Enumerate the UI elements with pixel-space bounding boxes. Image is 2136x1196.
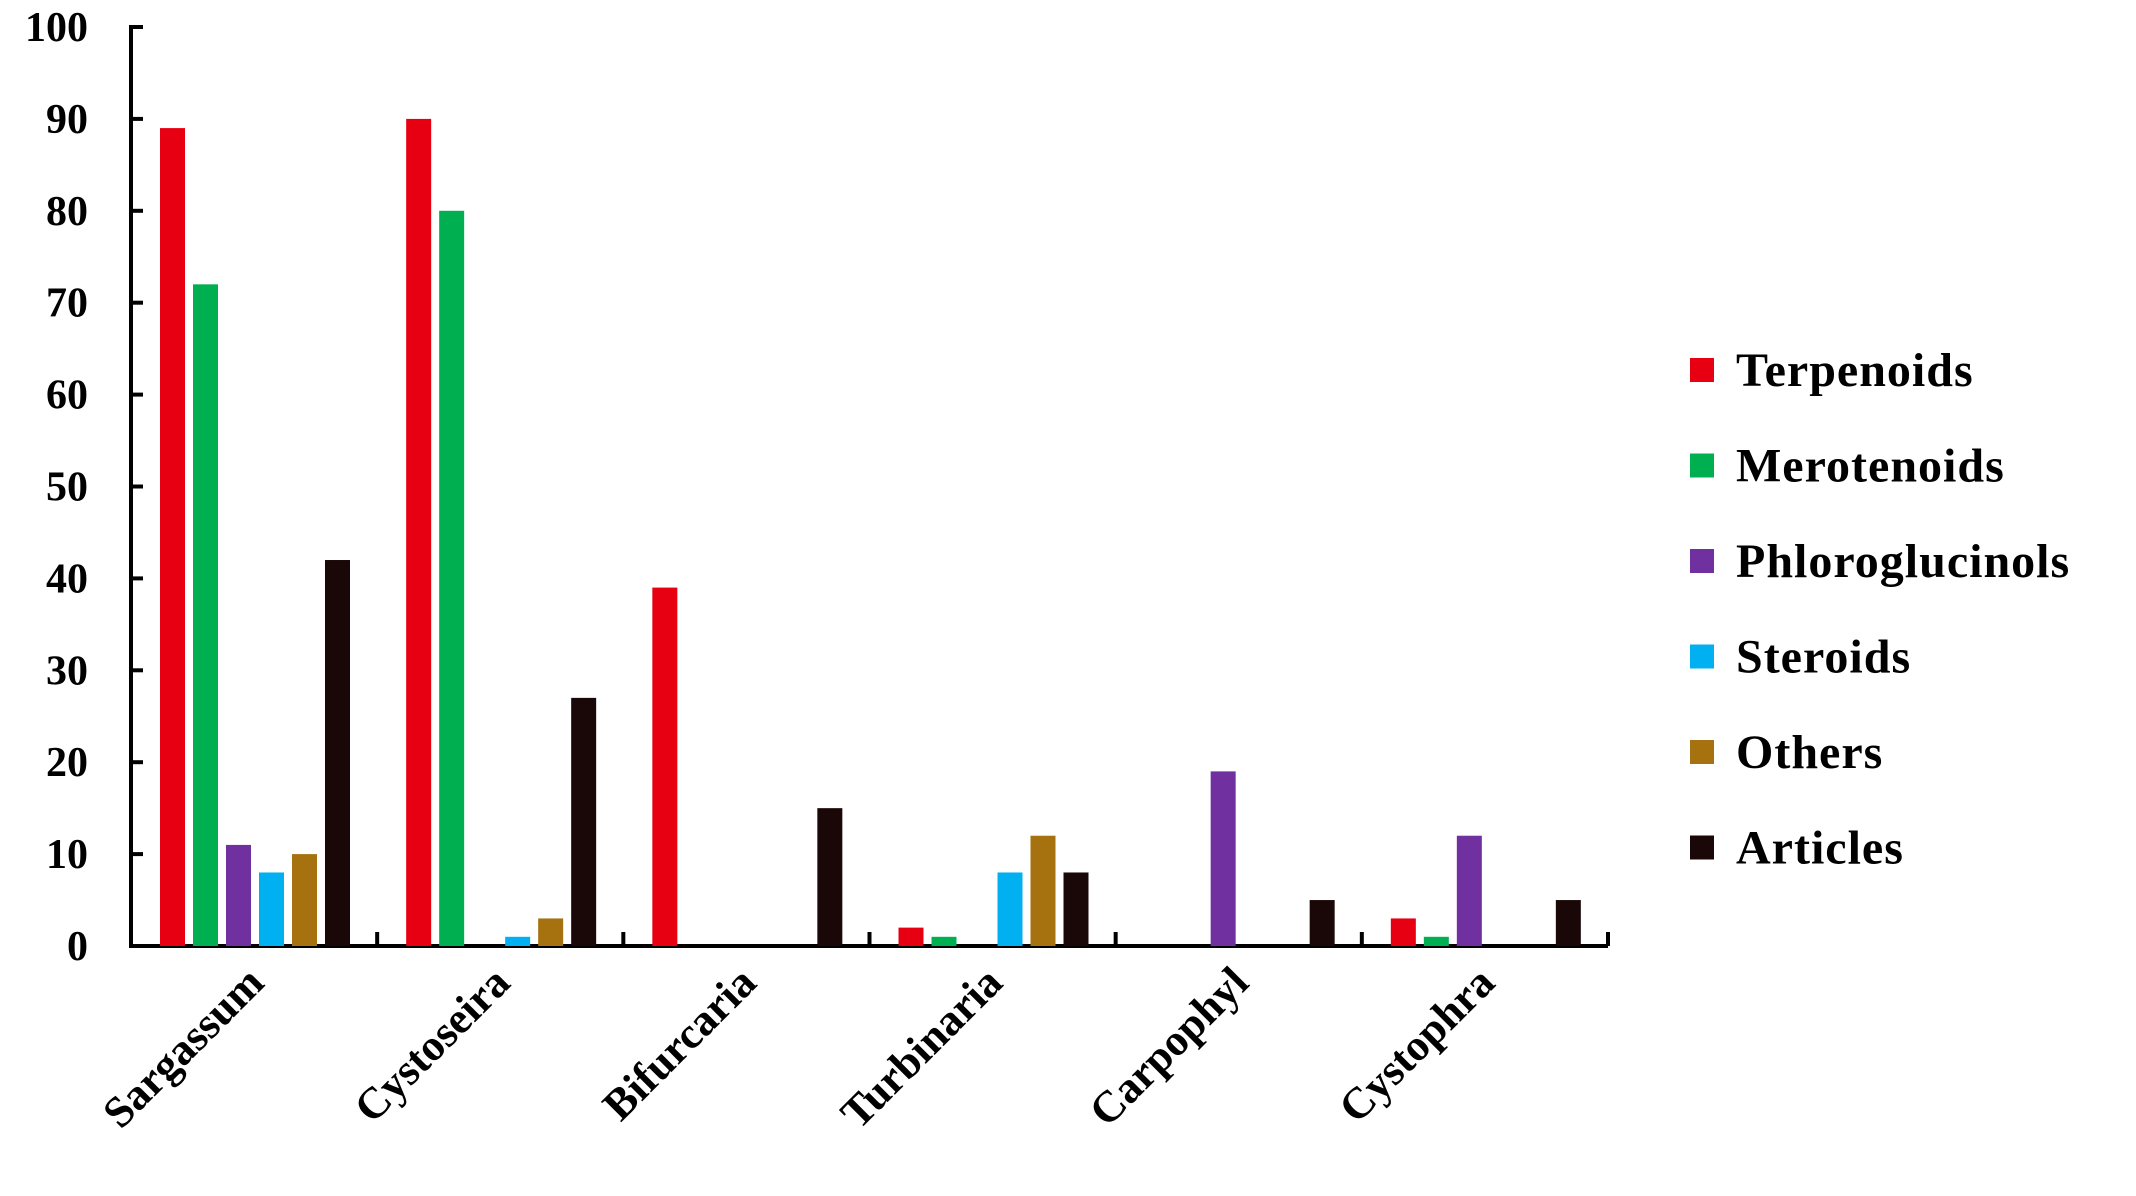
plot-area: 0 10 20 30 40 50 60 70 80 90 100 Sargassum Cystoseir… [25, 5, 1610, 1138]
x-tick-label: Sargassum [93, 957, 273, 1137]
legend: Terpenoids Merotenoids Phloroglucinols Ster… [1690, 344, 2070, 875]
bar-others-turbinaria [1030, 835, 1056, 946]
legend-label-others: Others [1736, 726, 1883, 779]
bar-steroids-sargassum [259, 872, 284, 946]
legend-swatch-merotenoids [1690, 453, 1714, 478]
legend-label-terpenoids: Terpenoids [1736, 344, 1974, 397]
bar-merotenoids-cystoseira [439, 210, 465, 947]
y-tick-label: 50 [46, 465, 88, 511]
x-tick-label: Carpophyl [1080, 957, 1258, 1135]
y-tick-label: 90 [46, 97, 88, 143]
x-tick-label: Bifurcaria [593, 957, 765, 1129]
bar-terpenoids-sargassum [160, 128, 185, 947]
legend-label-steroids: Steroids [1736, 631, 1911, 684]
bar-others-sargassum [292, 854, 317, 946]
bar-terpenoids-bifurcaria [652, 587, 678, 946]
y-tick-label: 10 [46, 832, 88, 878]
bar-phloroglucinols-carpophyl [1210, 771, 1236, 946]
bar-articles-carpophyl [1309, 900, 1335, 946]
y-tick-label: 0 [67, 924, 88, 970]
legend-swatch-others [1690, 740, 1714, 764]
legend-label-phloroglucinols: Phloroglucinols [1736, 535, 2070, 588]
x-tick-label: Cystophra [1329, 957, 1504, 1132]
bar-articles-cystoseira [571, 697, 597, 946]
bar-phloroglucinols-sargassum [226, 844, 251, 946]
bar-terpenoids-turbinaria [898, 927, 924, 946]
y-tick-label: 40 [46, 556, 88, 602]
bar-articles-cystophra [1555, 900, 1581, 946]
legend-swatch-steroids [1690, 644, 1714, 669]
y-tick-label: 60 [46, 373, 88, 419]
bar-articles-turbinaria [1063, 872, 1089, 946]
y-tick-label: 20 [46, 740, 88, 786]
bar-merotenoids-cystophra [1423, 936, 1449, 946]
y-tick-label: 30 [46, 648, 88, 694]
bar-terpenoids-cystophra [1390, 918, 1416, 946]
bar-others-cystoseira [538, 918, 564, 946]
legend-swatch-terpenoids [1690, 358, 1714, 382]
bar-merotenoids-sargassum [193, 284, 218, 946]
x-tick-label: Turbinaria [831, 957, 1011, 1137]
y-tick-label: 100 [25, 5, 88, 51]
bar-articles-sargassum [325, 560, 350, 946]
x-tick-label: Cystoseira [345, 957, 520, 1132]
bar-terpenoids-cystoseira [406, 118, 432, 946]
legend-swatch-articles [1690, 835, 1714, 860]
bar-merotenoids-turbinaria [931, 936, 957, 946]
y-tick-label: 80 [46, 189, 88, 235]
bar-steroids-turbinaria [997, 872, 1023, 946]
bar-articles-bifurcaria [817, 808, 843, 946]
y-tick-label: 70 [46, 281, 88, 327]
bar-phloroglucinols-cystophra [1456, 835, 1482, 946]
bar-steroids-cystoseira [505, 936, 531, 946]
legend-label-articles: Articles [1736, 822, 1904, 875]
legend-swatch-phloroglucinols [1690, 549, 1714, 573]
legend-label-merotenoids: Merotenoids [1736, 440, 2005, 493]
